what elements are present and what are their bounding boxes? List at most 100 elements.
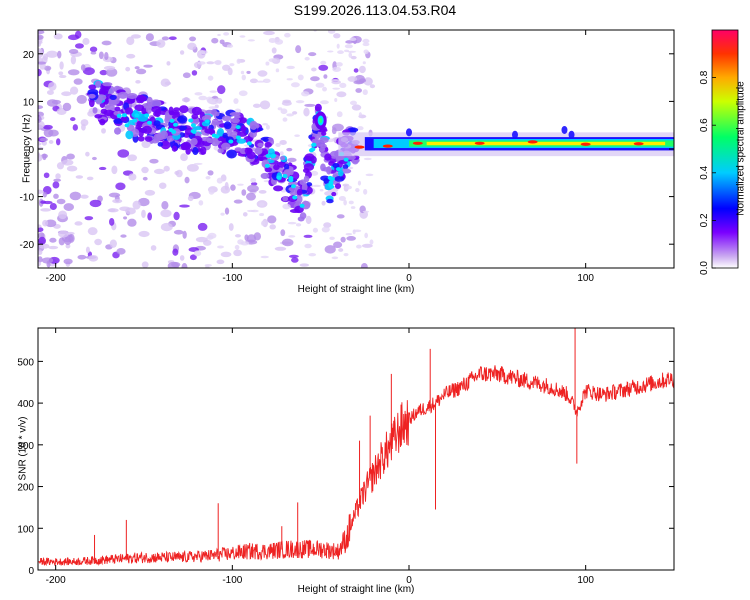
- ridge-blob: [137, 136, 145, 142]
- noise-blob: [48, 245, 59, 250]
- noise-blob: [258, 202, 265, 207]
- noise-blob: [274, 246, 287, 251]
- noise-blob: [42, 191, 47, 198]
- band-bump: [512, 130, 518, 139]
- noise-blob: [350, 206, 356, 209]
- snr-plot-area: [38, 328, 674, 570]
- ridge-core: [116, 113, 122, 118]
- noise-blob: [89, 199, 102, 208]
- noise-blob: [127, 154, 138, 162]
- noise-blob: [364, 232, 369, 239]
- noise-blob: [156, 39, 166, 48]
- noise-blob: [68, 48, 79, 54]
- noise-blob: [59, 61, 64, 70]
- noise-blob: [38, 256, 43, 263]
- noise-blob: [91, 156, 97, 161]
- ridge-blob: [88, 98, 95, 108]
- ridge-blob: [288, 167, 294, 176]
- ridge-blob: [304, 153, 315, 162]
- noise-blob: [214, 59, 222, 66]
- noise-blob: [234, 244, 240, 250]
- ridge-blob: [210, 108, 218, 116]
- noise-blob: [66, 153, 75, 160]
- noise-blob: [345, 185, 352, 190]
- noise-blob: [43, 128, 54, 138]
- ridge-blob: [125, 107, 133, 115]
- ridge-blob: [331, 191, 337, 197]
- ridge-blob: [237, 117, 247, 124]
- noise-blob: [358, 65, 366, 74]
- noise-blob: [338, 248, 344, 252]
- noise-blob: [197, 222, 208, 231]
- ridge-core: [134, 113, 140, 118]
- noise-blob: [265, 124, 270, 130]
- noise-blob: [348, 52, 353, 58]
- noise-blob: [350, 55, 357, 60]
- ridge-blob: [342, 164, 349, 170]
- noise-blob: [260, 220, 266, 226]
- noise-blob: [236, 58, 241, 64]
- ridge-blob: [153, 133, 162, 142]
- noise-blob: [294, 134, 300, 138]
- ridge-blob: [326, 166, 332, 175]
- noise-blob: [280, 229, 286, 237]
- noise-blob: [277, 107, 283, 111]
- noise-blob: [344, 44, 353, 49]
- ridge-blob: [151, 106, 162, 114]
- noise-blob: [357, 126, 364, 131]
- ridge-core: [169, 118, 175, 123]
- noise-blob: [88, 254, 99, 262]
- ridge-blob: [94, 114, 103, 119]
- noise-blob: [321, 226, 330, 233]
- ridge-blob: [176, 117, 186, 122]
- noise-blob: [160, 222, 173, 232]
- noise-blob: [348, 200, 354, 205]
- noise-blob: [87, 227, 98, 236]
- noise-blob: [38, 224, 42, 229]
- ridge-blob: [221, 142, 231, 150]
- ridge-blob: [297, 216, 305, 222]
- ridge-blob: [134, 104, 145, 112]
- noise-blob: [331, 80, 341, 85]
- noise-blob: [181, 262, 188, 268]
- spectrogram-ytick-label: 0: [28, 145, 34, 156]
- noise-blob: [65, 243, 71, 249]
- noise-blob: [353, 68, 359, 73]
- ridge-blob: [299, 179, 307, 186]
- noise-blob: [268, 58, 278, 63]
- noise-blob: [63, 258, 73, 265]
- noise-blob: [160, 209, 172, 218]
- ridge-core: [190, 123, 196, 128]
- noise-blob: [138, 197, 150, 207]
- ridge-blob: [319, 137, 329, 144]
- ridge-blob: [150, 99, 162, 108]
- noise-blob: [53, 33, 63, 40]
- noise-blob: [260, 255, 269, 259]
- noise-blob: [141, 209, 146, 219]
- noise-blob: [339, 82, 347, 88]
- noise-blob: [345, 232, 353, 236]
- ridge-blob: [279, 155, 286, 161]
- noise-blob: [42, 153, 47, 161]
- spectrogram-ylabel: Frequency (Hz): [21, 114, 33, 183]
- ridge-blob: [199, 146, 207, 155]
- noise-blob: [312, 227, 318, 233]
- ridge-blob: [264, 141, 272, 148]
- noise-blob: [49, 202, 57, 211]
- snr-xtick-label: 0: [406, 575, 412, 586]
- noise-blob: [58, 210, 68, 220]
- noise-blob: [150, 245, 157, 251]
- noise-blob: [207, 170, 214, 176]
- noise-blob: [347, 50, 357, 53]
- noise-blob: [109, 218, 115, 226]
- noise-blob: [147, 212, 153, 221]
- noise-blob: [108, 208, 116, 213]
- ridge-blob: [254, 147, 263, 155]
- ridge-blob: [88, 84, 97, 90]
- ridge-core: [265, 153, 271, 158]
- noise-blob: [101, 40, 112, 46]
- ridge-blob: [160, 140, 171, 150]
- ridge-blob: [104, 104, 116, 110]
- noise-blob: [267, 215, 277, 224]
- ridge-blob: [287, 181, 298, 186]
